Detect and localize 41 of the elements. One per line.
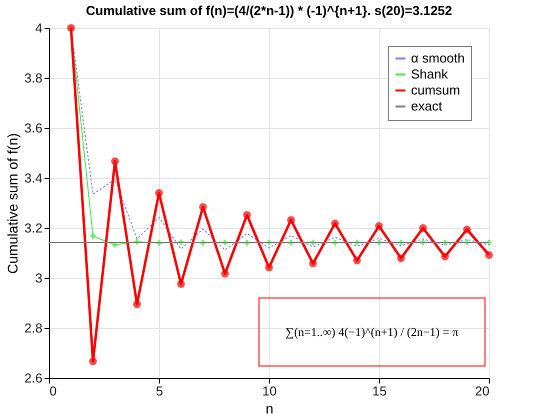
point (353, 256, 361, 264)
y-tick-label: 3.8 (24, 70, 42, 86)
y-tick-label: 2.6 (24, 370, 42, 386)
point (133, 300, 141, 308)
point (89, 357, 97, 366)
point (419, 224, 427, 232)
point (397, 254, 405, 262)
chart-title: Cumulative sum of f(n)=(4/(2*n-1)) * (-1)^{n+1}. s(20)=3.1252 (86, 3, 452, 18)
y-tick-label: 2.8 (24, 320, 42, 336)
x-tick-label: 10 (262, 384, 277, 398)
point (441, 252, 449, 260)
x-axis-title: n (266, 400, 274, 416)
legend-label: cumsum (411, 82, 460, 98)
point (309, 260, 317, 268)
y-axis-title: Cumulative sum of f(n) (4, 133, 20, 274)
point (375, 222, 383, 230)
y-tick-label: 3 (35, 270, 42, 286)
point (155, 189, 163, 197)
y-tick-label: 3.2 (24, 220, 42, 236)
point (199, 203, 207, 211)
point (90, 234, 96, 239)
y-tick-label: 4 (35, 20, 42, 36)
point (177, 280, 185, 288)
legend-label: exact (411, 98, 442, 114)
x-tick-label: 20 (475, 384, 490, 398)
point (287, 216, 295, 224)
point (111, 157, 119, 166)
point (331, 220, 339, 228)
y-tick-label: 3.4 (24, 170, 42, 186)
point (485, 251, 493, 259)
point (265, 264, 273, 272)
legend-label: Shank (411, 66, 448, 82)
legend-label: α smooth (411, 50, 465, 66)
point (243, 211, 251, 219)
point (221, 270, 229, 278)
x-tick-label: 5 (156, 384, 164, 398)
y-tick-label: 3.6 (24, 120, 42, 136)
x-tick-label: 0 (50, 384, 57, 398)
x-tick-label: 15 (372, 384, 387, 398)
annotation: ∑(n=1..∞) 4(−1)^(n+1) / (2n−1) = π (286, 325, 458, 339)
point (463, 226, 471, 234)
